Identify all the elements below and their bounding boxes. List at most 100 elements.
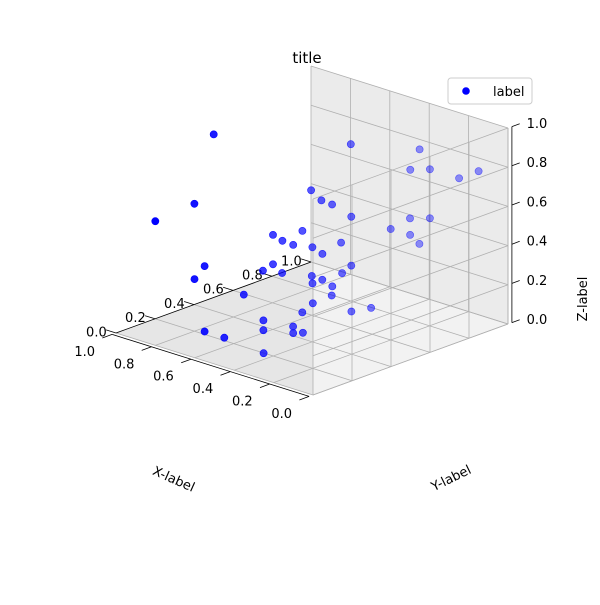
gridline-x-floor xyxy=(234,298,430,371)
scatter-point xyxy=(337,238,345,247)
scatter-point xyxy=(308,299,317,308)
x-tick xyxy=(299,396,310,401)
gridline-z-right xyxy=(310,222,509,286)
scatter-point xyxy=(269,260,277,269)
scatter-point xyxy=(298,308,307,317)
scatter-point xyxy=(346,140,355,149)
z-tick-label: 0.0 xyxy=(527,313,548,328)
scatter-point xyxy=(190,199,199,208)
gridline-x-floor xyxy=(194,286,390,359)
scatter-point xyxy=(258,266,267,275)
gridline-y-floor xyxy=(115,332,314,396)
scatter-point xyxy=(318,249,327,258)
scatter-point xyxy=(425,214,434,223)
x-tick-label: 0.4 xyxy=(193,382,214,397)
scatter-point xyxy=(367,303,375,312)
scatter-point xyxy=(474,167,483,176)
z-tick-label: 0.2 xyxy=(527,274,548,289)
x-axis-line xyxy=(111,334,310,397)
y-tick xyxy=(300,258,312,263)
grid-lines xyxy=(115,65,509,396)
scatter-point xyxy=(289,240,298,249)
tick-labels: 0.0 0.2 0.4 0.6 0.8 1.0 0.0 0.2 0.4 0.6 0.8 1.0 0.0 0… xyxy=(74,117,547,422)
right-pane xyxy=(311,66,508,324)
scatter-point xyxy=(347,261,356,270)
z-tick-label: 0.6 xyxy=(527,195,548,210)
x-tick-label: 0.8 xyxy=(114,357,135,372)
scatter-point xyxy=(307,186,315,195)
z-tick xyxy=(511,162,520,167)
scatter-point xyxy=(425,165,434,174)
x-tick-label: 1.0 xyxy=(74,345,95,360)
y-tick-label: 0.2 xyxy=(125,311,146,326)
gridline-z-back xyxy=(312,284,509,357)
y-tick-label: 0.6 xyxy=(203,283,224,298)
gridline-z-right xyxy=(310,144,509,207)
y-tick xyxy=(222,286,234,291)
gridline-z-right xyxy=(310,104,509,168)
x-tick-label: 0.0 xyxy=(271,407,292,422)
z-tick xyxy=(511,280,520,284)
scatter-point xyxy=(259,326,268,335)
scatter-point xyxy=(269,230,277,239)
scatter-point xyxy=(308,243,317,252)
gridline-x-floor xyxy=(155,274,351,346)
x-tick-label: 0.2 xyxy=(232,395,253,410)
legend-marker xyxy=(462,87,470,95)
scatter-point xyxy=(318,275,327,284)
z-tick-label: 1.0 xyxy=(527,117,548,132)
x-tick-label: 0.6 xyxy=(153,370,174,385)
chart-title: title xyxy=(292,49,321,67)
scatter-point xyxy=(239,290,248,299)
x-axis-label: X-label xyxy=(150,464,197,496)
scatter-point xyxy=(190,275,199,283)
z-tick xyxy=(511,201,520,206)
gridline-x-floor xyxy=(273,311,469,383)
scatter-point xyxy=(406,230,414,239)
y-tick-label: 0.4 xyxy=(164,297,185,312)
legend-box xyxy=(447,77,533,105)
scatter-point xyxy=(307,272,316,280)
z-tick xyxy=(511,319,520,323)
gridline-z-back xyxy=(312,206,509,278)
scatter-point xyxy=(327,291,336,300)
scatter-point xyxy=(317,196,326,205)
tick-marks xyxy=(102,123,520,401)
y-tick-label: 0.0 xyxy=(86,325,107,340)
y-tick xyxy=(105,329,117,334)
data-points xyxy=(151,130,483,358)
y-axis-label: Y-label xyxy=(428,463,474,496)
legend: label xyxy=(447,77,533,105)
axes-panes xyxy=(116,66,508,395)
y-tick xyxy=(144,315,156,320)
scatter-point xyxy=(347,212,356,221)
scatter-point xyxy=(328,200,336,209)
gridline-z-back xyxy=(312,245,509,317)
gridline-z-back xyxy=(312,166,509,239)
scatter-point xyxy=(415,239,424,248)
scatter-point xyxy=(455,174,463,183)
z-axis-label: Z-label xyxy=(576,277,591,322)
scatter-point xyxy=(308,279,317,288)
scatter-point xyxy=(220,333,229,342)
x-tick xyxy=(102,334,113,339)
y-tick-label: 0.8 xyxy=(242,269,263,284)
scatter-point xyxy=(338,269,346,277)
z-tick-label: 0.4 xyxy=(527,235,548,250)
scatter-point xyxy=(259,316,268,325)
gridline-z-back xyxy=(312,127,509,200)
x-tick xyxy=(259,383,270,388)
scatter-point xyxy=(259,349,268,358)
scatter-point xyxy=(200,327,209,336)
gridline-y-floor xyxy=(154,318,353,382)
scatter-point xyxy=(151,217,160,226)
z-tick xyxy=(511,123,520,127)
y-tick-label: 1.0 xyxy=(281,254,302,269)
scatter-point xyxy=(278,236,287,245)
scatter-point xyxy=(289,322,297,331)
scatter-point xyxy=(200,262,209,270)
x-tick xyxy=(181,358,192,364)
scatter-point xyxy=(406,165,415,174)
scatter-point xyxy=(298,328,307,337)
